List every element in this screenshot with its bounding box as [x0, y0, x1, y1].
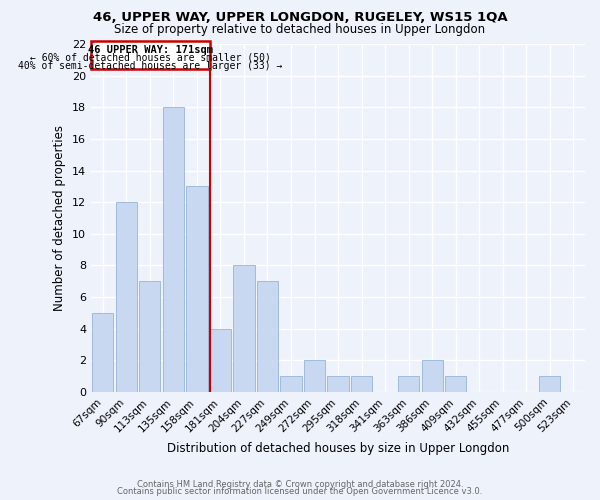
- Bar: [304, 360, 325, 392]
- Bar: [163, 108, 184, 392]
- Bar: [139, 281, 160, 392]
- FancyBboxPatch shape: [91, 41, 210, 70]
- Text: ← 60% of detached houses are smaller (50): ← 60% of detached houses are smaller (50…: [30, 53, 271, 63]
- Text: 40% of semi-detached houses are larger (33) →: 40% of semi-detached houses are larger (…: [19, 61, 283, 71]
- Text: 46 UPPER WAY: 171sqm: 46 UPPER WAY: 171sqm: [88, 45, 213, 55]
- Bar: [445, 376, 466, 392]
- Bar: [257, 281, 278, 392]
- Bar: [422, 360, 443, 392]
- Bar: [116, 202, 137, 392]
- X-axis label: Distribution of detached houses by size in Upper Longdon: Distribution of detached houses by size …: [167, 442, 509, 455]
- Bar: [328, 376, 349, 392]
- Bar: [187, 186, 208, 392]
- Bar: [351, 376, 372, 392]
- Text: 46, UPPER WAY, UPPER LONGDON, RUGELEY, WS15 1QA: 46, UPPER WAY, UPPER LONGDON, RUGELEY, W…: [92, 11, 508, 24]
- Bar: [280, 376, 302, 392]
- Bar: [210, 328, 231, 392]
- Bar: [398, 376, 419, 392]
- Bar: [539, 376, 560, 392]
- Bar: [92, 313, 113, 392]
- Bar: [233, 266, 254, 392]
- Text: Contains HM Land Registry data © Crown copyright and database right 2024.: Contains HM Land Registry data © Crown c…: [137, 480, 463, 489]
- Text: Contains public sector information licensed under the Open Government Licence v3: Contains public sector information licen…: [118, 487, 482, 496]
- Text: Size of property relative to detached houses in Upper Longdon: Size of property relative to detached ho…: [115, 23, 485, 36]
- Y-axis label: Number of detached properties: Number of detached properties: [53, 125, 67, 311]
